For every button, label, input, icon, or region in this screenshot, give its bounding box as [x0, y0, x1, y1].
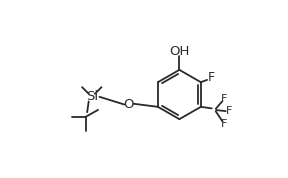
Text: F: F	[208, 71, 215, 84]
Text: F: F	[226, 106, 232, 116]
Text: F: F	[221, 94, 227, 104]
Text: O: O	[124, 98, 134, 111]
Text: Si: Si	[86, 90, 98, 103]
Text: OH: OH	[169, 45, 190, 58]
Text: F: F	[221, 119, 227, 129]
